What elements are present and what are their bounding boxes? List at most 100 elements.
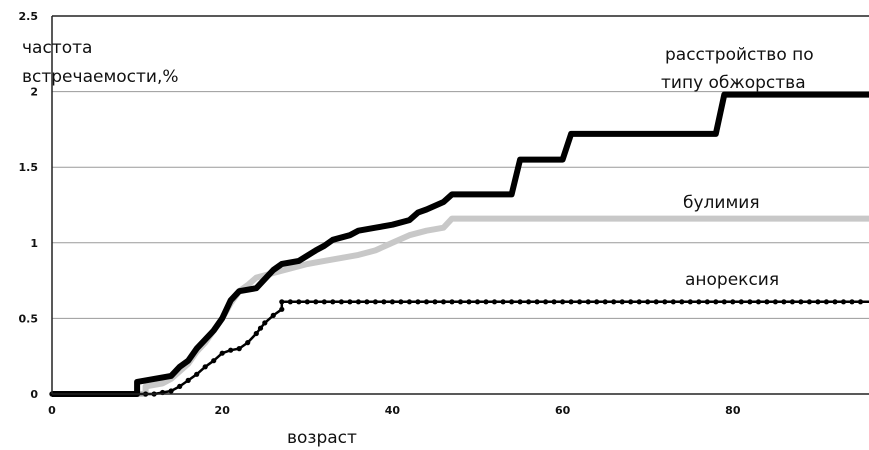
- series-marker-2: [772, 299, 779, 305]
- series-marker-2: [372, 299, 378, 305]
- series-marker-2: [568, 299, 574, 305]
- series-marker-2: [653, 299, 659, 305]
- series-marker-2: [202, 364, 208, 370]
- x-tick-label: 60: [555, 404, 571, 417]
- x-tick-label: 40: [385, 404, 401, 417]
- series-marker-2: [432, 299, 438, 305]
- series-marker-2: [194, 371, 200, 377]
- series-marker-2: [313, 299, 319, 305]
- series-marker-2: [696, 299, 702, 305]
- x-tick-label: 0: [48, 404, 56, 417]
- series-marker-2: [185, 377, 191, 383]
- series-marker-2: [457, 299, 464, 305]
- series-marker-2: [381, 299, 387, 305]
- series-marker-2: [338, 299, 344, 305]
- axes: [51, 15, 869, 395]
- series-marker-2: [449, 299, 455, 305]
- series-marker-2: [670, 299, 676, 305]
- series-marker-2: [296, 299, 302, 305]
- series-marker-2: [645, 299, 651, 305]
- series-marker-2: [228, 347, 234, 353]
- series-marker-2: [304, 299, 310, 305]
- series-marker-2: [262, 320, 268, 326]
- series-marker-2: [389, 299, 395, 305]
- series-marker-2: [257, 325, 264, 331]
- series-lines: [49, 91, 869, 397]
- series-marker-2: [406, 299, 412, 305]
- series-marker-2: [415, 299, 421, 305]
- y-axis-label-line-2: встречаемости,%: [22, 67, 179, 87]
- chart-labels: частота встречаемости,% возраст расстрой…: [22, 38, 814, 448]
- series-line-0: [49, 215, 869, 397]
- series-marker-2: [245, 340, 251, 346]
- series-line-2: [52, 300, 869, 396]
- series-marker-2: [483, 299, 489, 305]
- series-marker-2: [577, 299, 583, 305]
- series-marker-2: [355, 299, 361, 305]
- series-marker-2: [279, 306, 285, 312]
- series-marker-2: [815, 299, 821, 305]
- series-marker-2: [832, 299, 838, 305]
- series-marker-2: [611, 299, 617, 305]
- series-marker-2: [526, 299, 532, 305]
- series-marker-2: [321, 299, 327, 305]
- series-marker-2: [602, 299, 608, 305]
- series-marker-2: [398, 299, 404, 305]
- series-line-1: [52, 91, 869, 397]
- series-marker-2: [474, 299, 481, 305]
- x-tick-label: 80: [725, 404, 741, 417]
- series-marker-2: [500, 299, 506, 305]
- series-marker-2: [551, 299, 557, 305]
- y-tick-label: 0.5: [19, 312, 39, 325]
- series-label-bulimia: булимия: [683, 193, 760, 213]
- series-marker-2: [585, 299, 591, 305]
- series-marker-2: [619, 299, 625, 305]
- x-axis-label: возраст: [287, 428, 357, 448]
- series-marker-2: [594, 299, 600, 305]
- series-marker-2: [423, 299, 430, 305]
- series-marker-2: [509, 299, 515, 305]
- series-label-binge-line-1: расстройство по: [665, 45, 814, 65]
- series-marker-2: [730, 299, 736, 305]
- series-marker-2: [491, 299, 498, 305]
- series-marker-2: [253, 330, 259, 337]
- series-marker-2: [755, 299, 762, 305]
- series-marker-2: [704, 299, 710, 305]
- series-marker-2: [364, 299, 370, 305]
- series-marker-2: [168, 388, 174, 394]
- series-marker-2: [236, 346, 242, 352]
- x-tick-label: 20: [215, 404, 231, 417]
- series-marker-2: [849, 299, 855, 305]
- series-marker-2: [440, 299, 447, 305]
- series-marker-2: [347, 299, 353, 305]
- series-marker-2: [747, 299, 753, 305]
- series-marker-2: [713, 299, 719, 305]
- y-tick-label: 2.5: [19, 10, 39, 23]
- series-marker-2: [738, 299, 744, 305]
- series-marker-2: [806, 299, 813, 305]
- series-marker-2: [823, 299, 830, 305]
- series-marker-2: [219, 350, 225, 356]
- series-marker-2: [534, 299, 540, 305]
- series-marker-2: [687, 299, 693, 305]
- series-marker-2: [211, 358, 217, 364]
- series-marker-2: [330, 299, 336, 305]
- series-marker-2: [270, 312, 276, 318]
- series-marker-2: [287, 299, 293, 305]
- series-label-anorexia: анорексия: [685, 270, 779, 290]
- series-marker-2: [857, 299, 864, 305]
- series-marker-2: [466, 299, 472, 305]
- series-marker-2: [662, 299, 668, 305]
- series-marker-2: [560, 299, 566, 305]
- tick-labels: 0 0.5 1 1.5 2 2.5 0 20 40 60 80: [19, 10, 741, 417]
- y-tick-label: 1: [30, 237, 38, 250]
- series-marker-2: [177, 383, 183, 389]
- series-marker-2: [636, 299, 642, 305]
- series-marker-2: [628, 299, 634, 305]
- series-marker-2: [543, 299, 549, 305]
- series-marker-2: [517, 299, 523, 305]
- y-tick-label: 0: [30, 388, 38, 401]
- y-tick-label: 1.5: [19, 161, 39, 174]
- series-marker-2: [798, 299, 804, 305]
